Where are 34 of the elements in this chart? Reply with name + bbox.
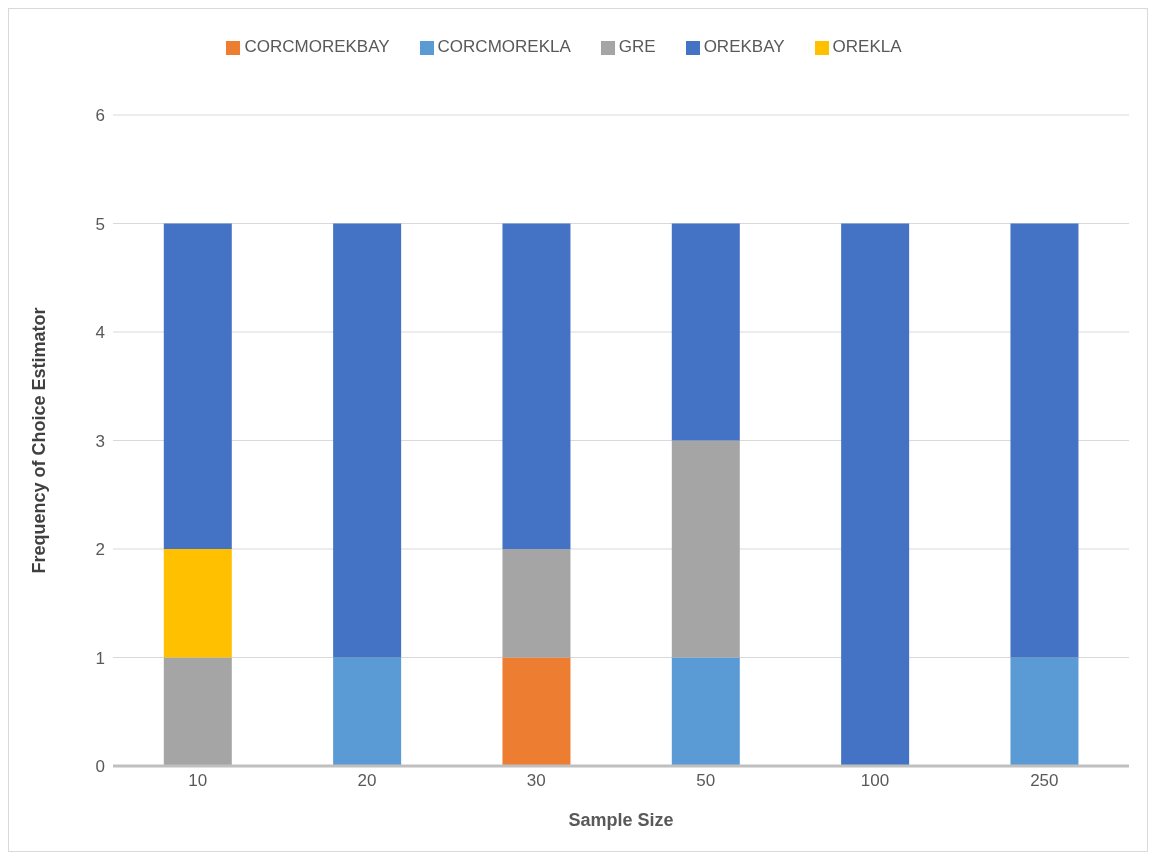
y-tick-label: 0 xyxy=(95,757,105,777)
x-tick-label: 100 xyxy=(860,771,890,791)
bar xyxy=(163,223,232,549)
bar xyxy=(502,549,571,658)
y-tick-label: 3 xyxy=(95,431,105,451)
bar xyxy=(163,549,232,658)
x-tick-label: 250 xyxy=(1030,771,1059,791)
x-tick-label: 10 xyxy=(188,771,208,791)
bar xyxy=(502,223,571,549)
y-axis-title: Frequency of Choice Estimator xyxy=(29,307,50,574)
legend-label: OREKLA xyxy=(832,37,902,56)
bar xyxy=(1010,657,1079,766)
bar xyxy=(671,440,740,658)
bar xyxy=(671,223,740,441)
bar xyxy=(333,657,402,766)
x-axis-title: Sample Size xyxy=(568,810,674,830)
bar xyxy=(841,223,910,766)
bar xyxy=(163,657,232,766)
y-tick-label: 5 xyxy=(95,214,105,234)
y-tick-label: 2 xyxy=(95,540,105,560)
legend-label: CORCMOREKBAY xyxy=(244,37,390,56)
legend-label: GRE xyxy=(618,37,656,56)
legend-label: CORCMOREKLA xyxy=(437,37,571,56)
x-tick-label: 50 xyxy=(696,771,716,791)
y-tick-label: 4 xyxy=(95,323,105,343)
y-tick-label: 6 xyxy=(95,106,105,126)
legend-label: OREKBAY xyxy=(703,37,785,56)
bar xyxy=(1010,223,1079,658)
bar xyxy=(671,657,740,766)
x-tick-label: 20 xyxy=(357,771,377,791)
bar xyxy=(333,223,402,658)
bar xyxy=(502,657,571,766)
y-tick-label: 1 xyxy=(95,648,105,668)
x-tick-label: 30 xyxy=(526,771,546,791)
